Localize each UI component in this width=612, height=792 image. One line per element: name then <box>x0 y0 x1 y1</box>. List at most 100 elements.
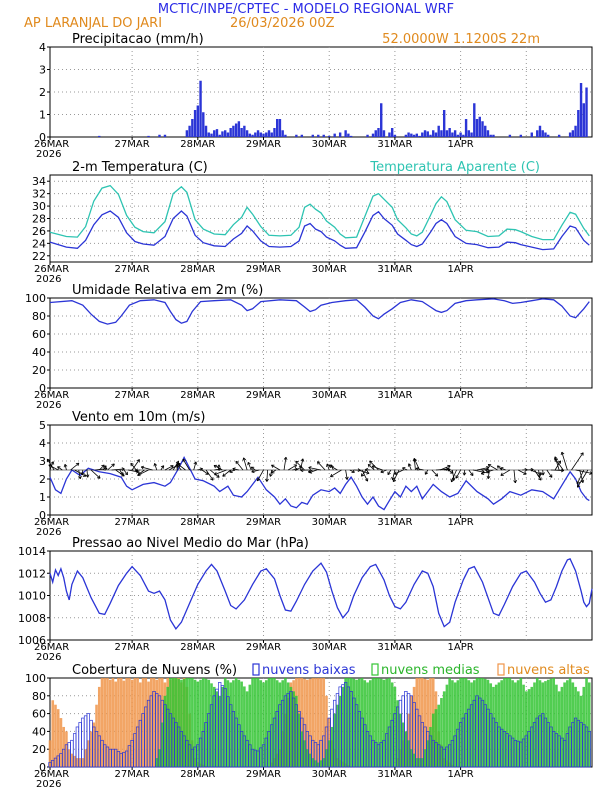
wind-arrow <box>137 469 149 476</box>
cloud-bar-mid <box>366 682 369 767</box>
wind-arrow-head <box>308 466 312 470</box>
wind-arrow <box>107 463 115 471</box>
wind-arrow-head <box>300 468 304 473</box>
wind-arrow <box>232 468 239 471</box>
cloud-bar-mid <box>535 678 539 767</box>
wind-arrow <box>205 469 214 481</box>
precip-bar <box>158 134 161 137</box>
cloud-bar-mid <box>169 678 172 767</box>
cloud-bar-mid <box>388 678 391 767</box>
cloud-bar-high <box>426 679 430 767</box>
wind-arrow-head <box>137 472 141 477</box>
wind-arrow <box>367 464 375 471</box>
wind-arrow <box>309 469 318 473</box>
wind-arrow-head <box>63 464 68 468</box>
precip-bar <box>407 132 410 137</box>
cloud-bar-mid <box>492 686 495 767</box>
series-pressao <box>49 557 593 631</box>
wind-arrow-head <box>121 473 125 477</box>
wind-arrow-head <box>577 484 581 488</box>
cloud-bar-mid <box>426 740 430 767</box>
x-tick-label: 28MAR <box>180 264 215 275</box>
precip-bar <box>426 131 429 137</box>
wind-arrow <box>74 469 87 477</box>
precip-bar <box>243 125 246 137</box>
wind-arrow <box>392 469 400 482</box>
wind-arrow <box>283 457 287 471</box>
precip-bar <box>585 87 588 137</box>
cloud-bar-mid <box>410 749 413 767</box>
cloud-bar-high <box>65 731 68 767</box>
precip-bar <box>404 134 408 137</box>
cloud-bar-mid <box>292 691 295 767</box>
precip-bar <box>371 133 375 137</box>
precip-bar <box>347 133 350 137</box>
precip-bar <box>380 103 383 137</box>
cloud-bar-mid <box>574 686 577 767</box>
precip-bar <box>393 134 397 137</box>
cloud-bar-mid <box>385 678 388 767</box>
wind-arrow-head <box>232 467 236 471</box>
cloud-bar-high <box>125 678 128 767</box>
cloud-bar-high <box>119 678 123 767</box>
wind-arrow-head <box>589 471 593 475</box>
wind-arrow <box>135 469 141 472</box>
precip-bar <box>462 134 465 137</box>
precip-bar <box>475 119 479 137</box>
cloud-bar-mid <box>486 679 490 767</box>
y-tick-label: 0 <box>39 509 46 522</box>
y-tick-label: 34 <box>32 175 46 188</box>
cloud-bar-high <box>122 680 126 767</box>
cloud-bar-mid <box>525 691 528 767</box>
y-tick-label: 0 <box>39 761 46 774</box>
precip-bar <box>270 132 273 137</box>
cloud-bar-mid <box>352 678 356 767</box>
x-tick-label: 1APR <box>448 769 474 780</box>
x-tick-label: 27MAR <box>115 139 150 150</box>
wind-arrow <box>451 469 455 481</box>
cloud-bar-mid <box>418 758 421 767</box>
cloud-bar-mid <box>456 680 460 767</box>
y-tick-label: 60 <box>32 708 46 721</box>
precip-bar <box>204 125 208 137</box>
precip-bar <box>229 128 232 137</box>
wind-arrow <box>131 459 140 471</box>
precip-bar <box>448 128 451 137</box>
wind-arrow <box>119 469 124 476</box>
wind-arrow <box>538 469 540 478</box>
wind-arrow <box>123 469 128 475</box>
precip-bar <box>557 134 561 137</box>
cloud-bar-high <box>300 678 304 767</box>
cloud-bar-high <box>314 678 317 767</box>
wind-arrow-head <box>136 459 140 463</box>
wind-arrow-head <box>576 480 580 485</box>
wind-arrow <box>222 469 231 477</box>
y-tick-label: 60 <box>32 328 46 341</box>
wind-arrow <box>317 461 326 471</box>
precip-bar <box>410 133 413 137</box>
precip-bar <box>492 134 495 137</box>
cloud-bar-high <box>100 678 104 767</box>
y-tick-label: 40 <box>32 725 46 738</box>
wind-arrow <box>517 469 527 475</box>
cloud-bar-mid <box>221 686 224 767</box>
wind-arrow-head <box>500 472 504 476</box>
wind-arrow <box>361 469 368 482</box>
wind-arrow <box>217 464 220 471</box>
cloud-bar-mid <box>500 680 503 767</box>
wind-arrow-head <box>455 475 459 479</box>
x-tick-label: 31MAR <box>377 769 412 780</box>
wind-arrow-head <box>213 464 218 469</box>
y-tick-label: 20 <box>32 364 46 377</box>
x-tick-label: 30MAR <box>312 390 347 401</box>
cloud-bar-mid <box>382 679 386 767</box>
cloud-bar-mid <box>371 678 375 767</box>
x-year-label: 2026 <box>36 400 61 411</box>
x-tick-label: 1APR <box>448 264 474 275</box>
precip-bar <box>278 119 282 137</box>
header-org-title: MCTIC/INPE/CPTEC - MODELO REGIONAL WRF <box>158 2 454 17</box>
wind-arrow-head <box>222 473 226 477</box>
y-tick-label: 1008 <box>18 612 46 625</box>
legend-swatch <box>252 663 260 676</box>
x-tick-label: 27MAR <box>115 769 150 780</box>
